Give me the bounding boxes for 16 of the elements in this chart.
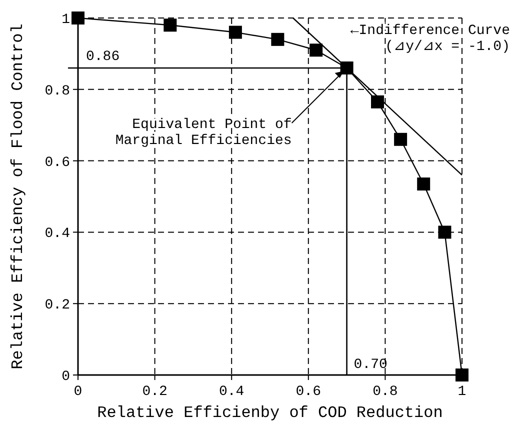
x-axis-title: Relative Efficienby of COD Reduction [97,404,443,422]
y-tick-label: 1 [62,12,70,28]
x-tick-label: 0.4 [218,384,244,400]
x-tick-label: 0.6 [296,384,322,400]
y-tick-label: 0.2 [44,298,70,314]
x-tick-label: 0 [74,384,82,400]
x-tick-label: 0.8 [372,384,398,400]
y-tick-label: 0 [62,369,70,385]
y-tick-label: 0.6 [44,154,70,171]
y-tick-label: 0.4 [44,226,70,242]
ref-line-label: 0.70 [354,357,388,373]
x-tick-label: 0.2 [142,384,168,400]
y-axis-title: Relative Efficiency of Flood Control [9,24,27,370]
y-tick-label: 0.8 [44,83,70,100]
ref-line-label: 0.86 [86,48,120,65]
x-tick-label: 1 [458,384,466,400]
